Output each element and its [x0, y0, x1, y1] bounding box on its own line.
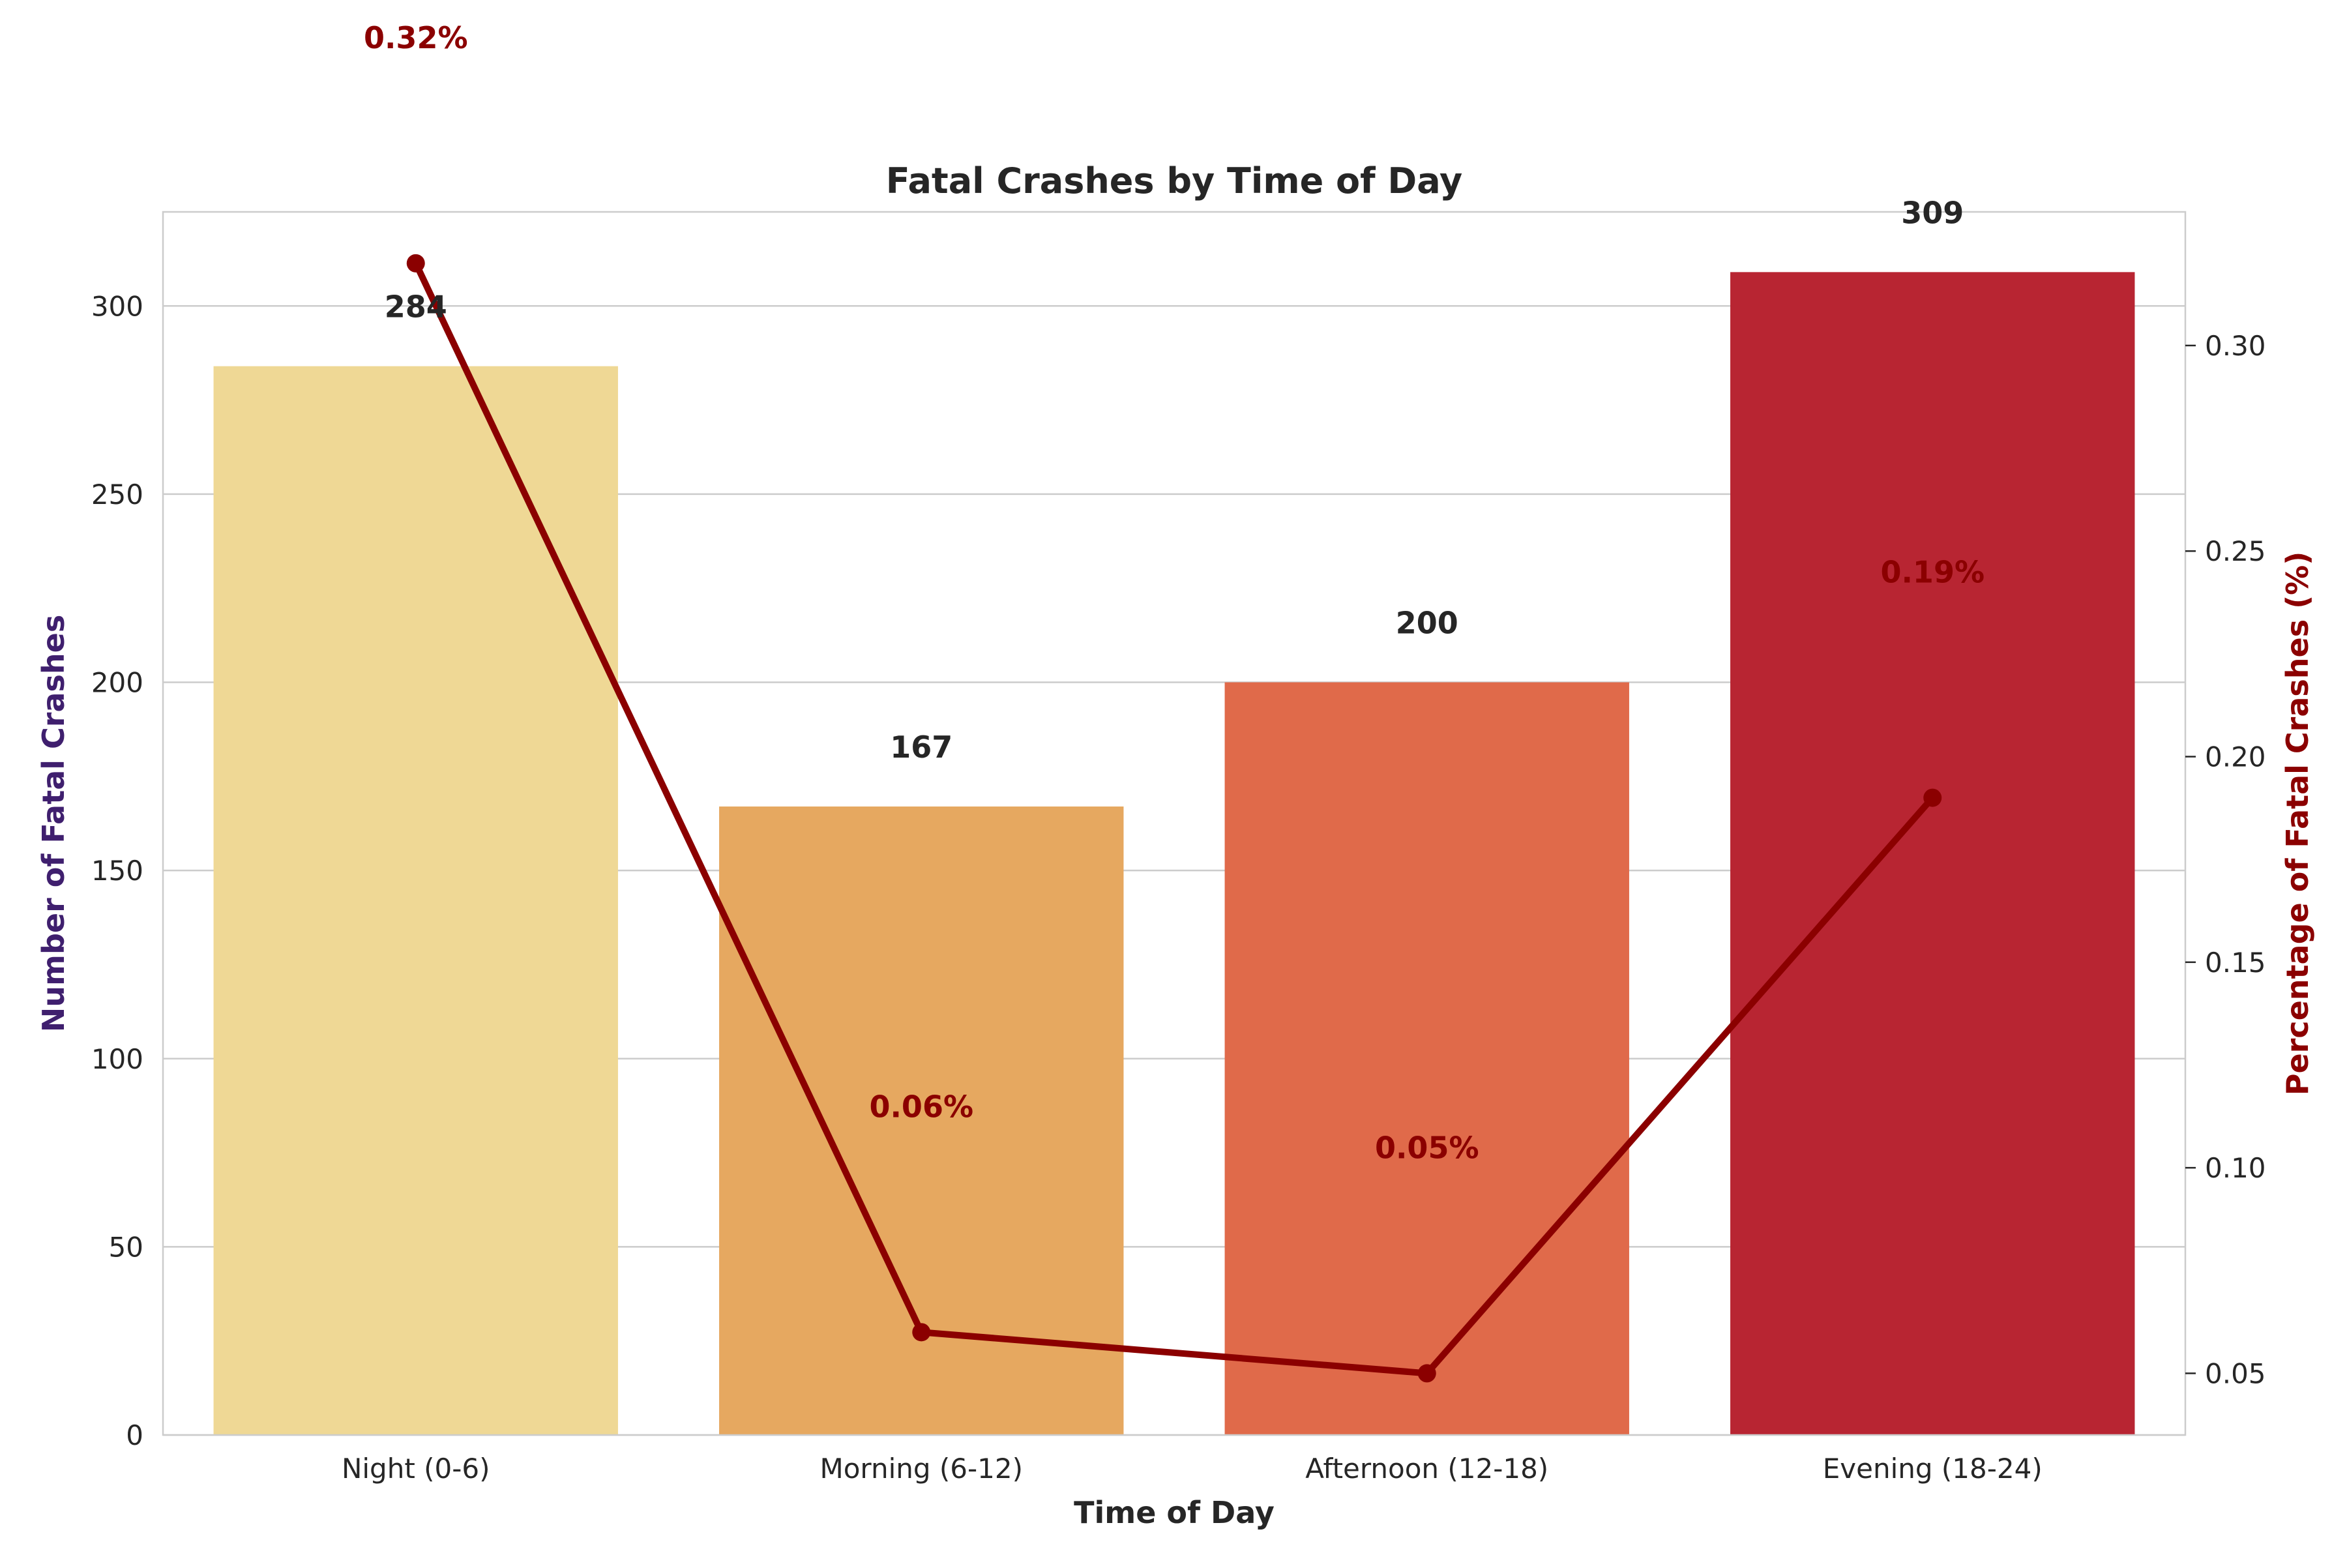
y2-tick-label: 0.30: [2205, 330, 2266, 362]
y2-axis-title: Percentage of Fatal Crashes (%): [2280, 552, 2315, 1096]
y-tick-label: 200: [91, 667, 143, 699]
label-layer: 284 167 200 309 0.32% 0.06% 0.05% 0.19%: [364, 20, 1985, 1166]
y2-tick-label: 0.15: [2205, 947, 2266, 979]
x-tick-label: Afternoon (12-18): [1305, 1453, 1548, 1485]
x-axis-title: Time of Day: [1074, 1495, 1275, 1530]
percentage-label: 0.19%: [1880, 555, 1985, 590]
y-tick-label: 250: [91, 479, 143, 510]
line-layer: [406, 254, 1942, 1383]
y-tick-label: 150: [91, 855, 143, 887]
plot-frame: [162, 211, 2187, 1436]
y-tick-label: 100: [91, 1043, 143, 1075]
bar: [1224, 682, 1629, 1435]
bar-value-label: 200: [1396, 606, 1458, 641]
percentage-point: [912, 1323, 931, 1342]
bar-layer: [213, 272, 2135, 1436]
percentage-point: [1923, 788, 1942, 807]
bar-value-label: 284: [385, 289, 447, 325]
axis-layer: 0 50 100 150 200 250 300 0.05 0.10 0.15 0.20 0.25 0.…: [91, 290, 2266, 1485]
bar-value-label: 167: [890, 730, 952, 765]
percentage-line: [412, 259, 1936, 1377]
y-tick-label: 50: [109, 1231, 143, 1263]
x-tick-label: Morning (6-12): [820, 1453, 1023, 1485]
y2-tick-label: 0.10: [2205, 1152, 2266, 1184]
bar-value-label: 309: [1901, 195, 1964, 230]
x-tick-label: Night (0-6): [342, 1453, 490, 1485]
bar: [213, 366, 618, 1436]
y2-tick-label: 0.20: [2205, 741, 2266, 773]
y2-tick-label: 0.25: [2205, 535, 2266, 567]
chart-title: Fatal Crashes by Time of Day: [886, 160, 1462, 201]
percentage-label: 0.06%: [869, 1089, 973, 1124]
bar: [1730, 272, 2135, 1435]
x-tick-label: Evening (18-24): [1823, 1453, 2043, 1485]
percentage-point: [1417, 1364, 1436, 1383]
percentage-label: 0.05%: [1375, 1130, 1479, 1165]
percentage-point: [406, 254, 425, 273]
y2-tick-label: 0.05: [2205, 1357, 2266, 1389]
y-tick-label: 300: [91, 290, 143, 322]
y-axis-title: Number of Fatal Crashes: [36, 615, 71, 1032]
y-tick-label: 0: [126, 1419, 143, 1451]
percentage-label: 0.32%: [364, 20, 468, 55]
